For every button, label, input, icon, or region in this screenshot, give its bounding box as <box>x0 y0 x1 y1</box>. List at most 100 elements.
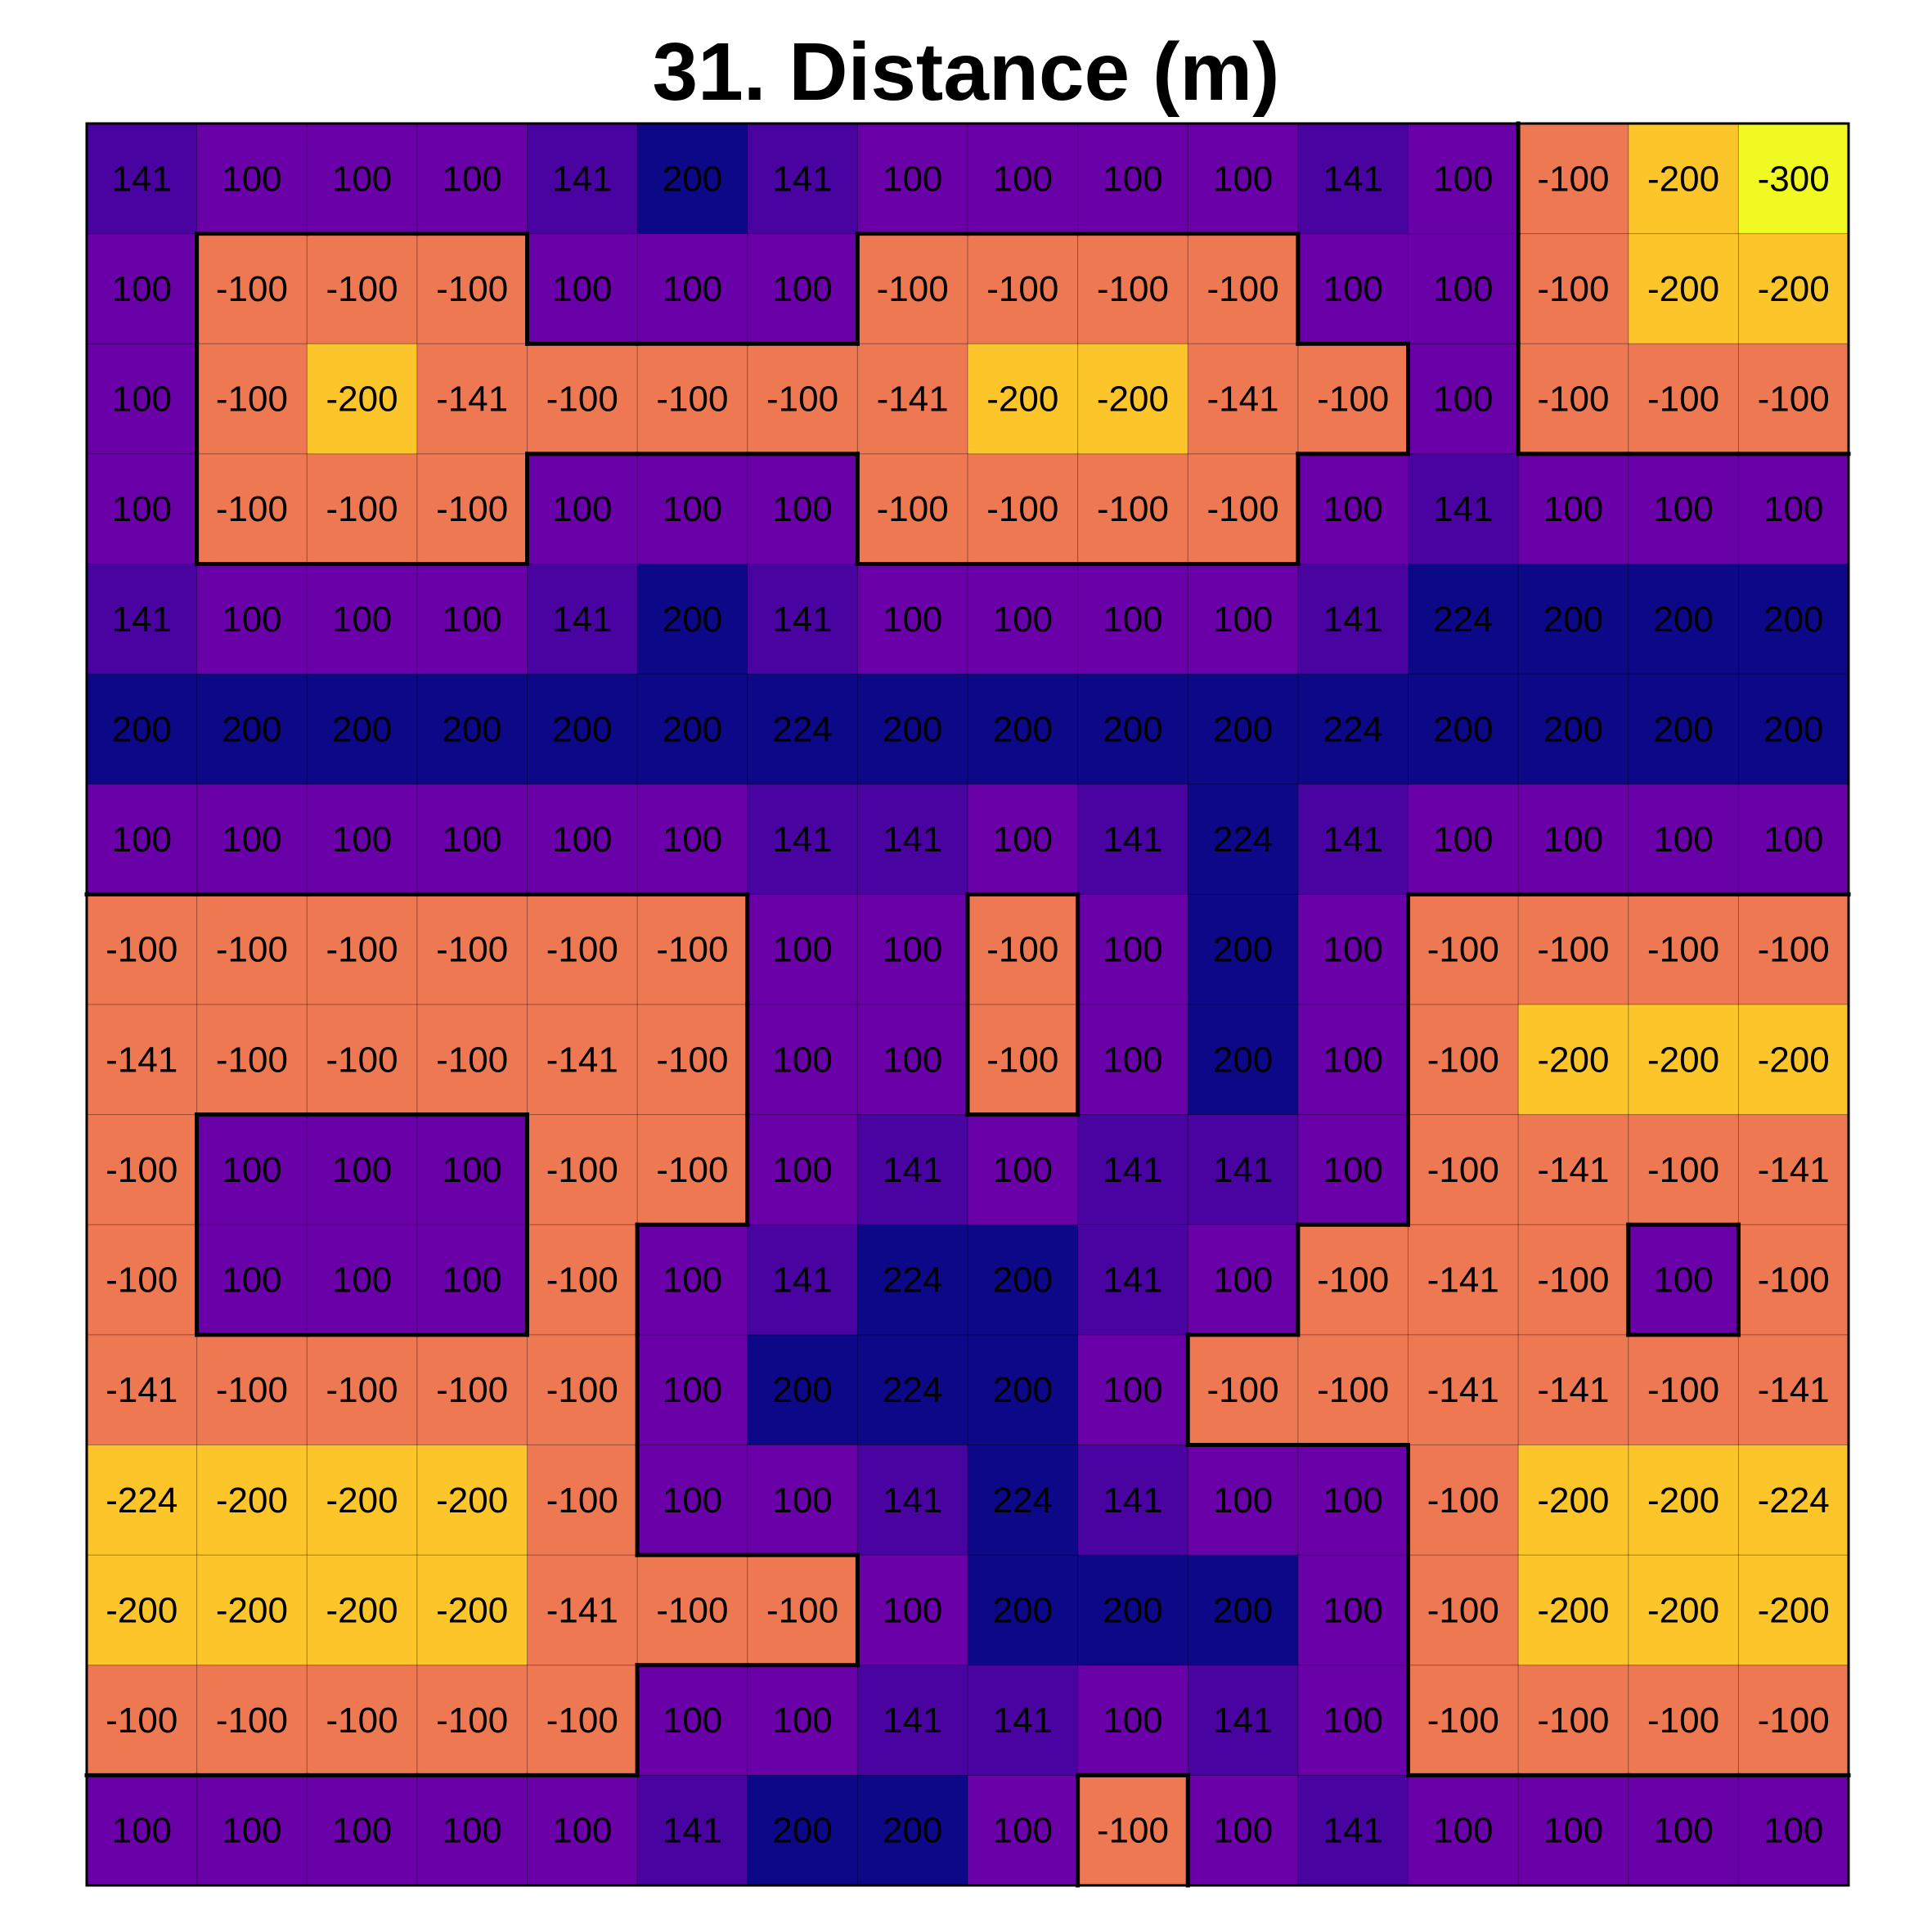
heatmap-cell <box>306 784 418 896</box>
cell-value-label: -100 <box>546 930 618 970</box>
cell-value-label: -100 <box>1207 1370 1279 1410</box>
heatmap-cell <box>967 1114 1079 1226</box>
heatmap-cell <box>306 1224 418 1336</box>
cell-value-label: -100 <box>326 269 398 309</box>
cell-value-label: 100 <box>993 1811 1053 1851</box>
cell-value-label: 200 <box>442 709 501 749</box>
heatmap-cell <box>86 233 198 345</box>
cell-value-label: -100 <box>546 1370 618 1410</box>
heatmap-cell <box>1077 1774 1189 1886</box>
heatmap-cell <box>1628 564 1740 676</box>
cell-value-label: 141 <box>1103 1260 1162 1301</box>
heatmap-cell <box>1517 453 1629 565</box>
cell-value-label: 200 <box>1213 1040 1273 1080</box>
cell-value-label: 200 <box>1213 930 1273 970</box>
cell-value-label: 100 <box>1433 1811 1493 1851</box>
heatmap-cell <box>636 343 748 455</box>
cell-value-label: 100 <box>442 1260 501 1301</box>
cell-value-label: -100 <box>436 930 508 970</box>
cell-value-label: 100 <box>1653 1811 1713 1851</box>
cell-value-label: -100 <box>986 1040 1058 1080</box>
cell-value-label: 100 <box>332 1150 392 1190</box>
cell-value-label: 100 <box>1213 159 1273 199</box>
cell-value-label: 100 <box>1213 1260 1273 1301</box>
cell-value-label: 141 <box>1323 1811 1382 1851</box>
heatmap-cell <box>86 453 198 565</box>
heatmap-cell <box>967 1445 1079 1557</box>
cell-value-label: 141 <box>1103 1480 1162 1521</box>
cell-value-label: 200 <box>552 709 612 749</box>
heatmap-cell <box>196 1334 308 1446</box>
heatmap-cell <box>1077 1554 1189 1666</box>
cell-value-label: 100 <box>1323 1040 1382 1080</box>
cell-value-label: -100 <box>1427 930 1499 970</box>
cell-value-label: -100 <box>326 1040 398 1080</box>
heatmap-cell <box>747 453 859 565</box>
heatmap-cell <box>1297 673 1409 785</box>
heatmap-cell <box>747 1554 859 1666</box>
heatmap-labels: 141 100 100 100 141 200 141 100 100 100 100 141 100 -… <box>106 159 1829 1850</box>
heatmap-cell <box>1737 1334 1849 1446</box>
heatmap-cell <box>1187 893 1299 1005</box>
cell-value-label: 141 <box>772 820 832 860</box>
heatmap-cell <box>856 784 968 896</box>
cell-value-label: -100 <box>436 1370 508 1410</box>
heatmap-cell <box>86 564 198 676</box>
cell-value-label: 100 <box>1323 1701 1382 1741</box>
cell-value-label: 100 <box>993 600 1053 640</box>
cell-value-label: -100 <box>1427 1480 1499 1521</box>
cell-value-label: 224 <box>1323 709 1382 749</box>
cell-value-label: -100 <box>546 1260 618 1301</box>
heatmap-cell <box>1737 1554 1849 1666</box>
heatmap-cell <box>1737 1224 1849 1336</box>
cell-value-label: 141 <box>1433 489 1493 529</box>
heatmap-cell <box>527 784 639 896</box>
heatmap-cell <box>527 1554 639 1666</box>
cell-value-label: 200 <box>1653 600 1713 640</box>
cell-value-label: 200 <box>1213 1590 1273 1630</box>
cell-value-label: 100 <box>883 930 942 970</box>
cell-value-label: 224 <box>993 1480 1053 1521</box>
heatmap-cell <box>1517 233 1629 345</box>
heatmap-cell <box>86 1445 198 1557</box>
cell-value-label: -300 <box>1758 159 1830 199</box>
cell-value-label: 141 <box>1323 159 1382 199</box>
heatmap-cell <box>527 343 639 455</box>
heatmap-cell <box>1737 564 1849 676</box>
cell-value-label: -100 <box>1097 489 1169 529</box>
heatmap-cell <box>967 1334 1079 1446</box>
heatmap-cell <box>86 343 198 455</box>
cell-value-label: -200 <box>1537 1040 1609 1080</box>
cell-value-label: 200 <box>222 709 281 749</box>
heatmap-cell <box>1187 784 1299 896</box>
heatmap-cell <box>636 893 748 1005</box>
cell-value-label: 100 <box>222 1260 281 1301</box>
cell-value-label: 141 <box>993 1701 1053 1741</box>
cell-value-label: 100 <box>663 820 722 860</box>
cell-value-label: -100 <box>436 1701 508 1741</box>
heatmap-cell <box>747 1774 859 1886</box>
heatmap-cell <box>1408 343 1520 455</box>
heatmap-cell <box>527 1004 639 1116</box>
heatmap-cell <box>1628 1114 1740 1226</box>
cell-value-label: 141 <box>1103 820 1162 860</box>
heatmap-cell <box>747 1334 859 1446</box>
cell-value-label: 100 <box>883 1040 942 1080</box>
cell-value-label: 100 <box>883 600 942 640</box>
cell-value-label: 100 <box>112 380 172 420</box>
cell-value-label: 141 <box>552 600 612 640</box>
cell-value-label: -100 <box>1207 489 1279 529</box>
cell-value-label: -200 <box>1647 269 1719 309</box>
cell-value-label: 200 <box>1764 600 1823 640</box>
heatmap-cell <box>1628 1334 1740 1446</box>
cell-value-label: -100 <box>216 489 288 529</box>
cell-value-label: -100 <box>1647 1701 1719 1741</box>
cell-value-label: -100 <box>1317 1260 1389 1301</box>
cell-value-label: -100 <box>216 1701 288 1741</box>
heatmap-cell <box>747 673 859 785</box>
heatmap-cell <box>856 1004 968 1116</box>
cell-value-label: 100 <box>1323 1150 1382 1190</box>
cell-value-label: -100 <box>1207 269 1279 309</box>
cell-value-label: -100 <box>1427 1040 1499 1080</box>
heatmap-cell <box>306 1334 418 1446</box>
